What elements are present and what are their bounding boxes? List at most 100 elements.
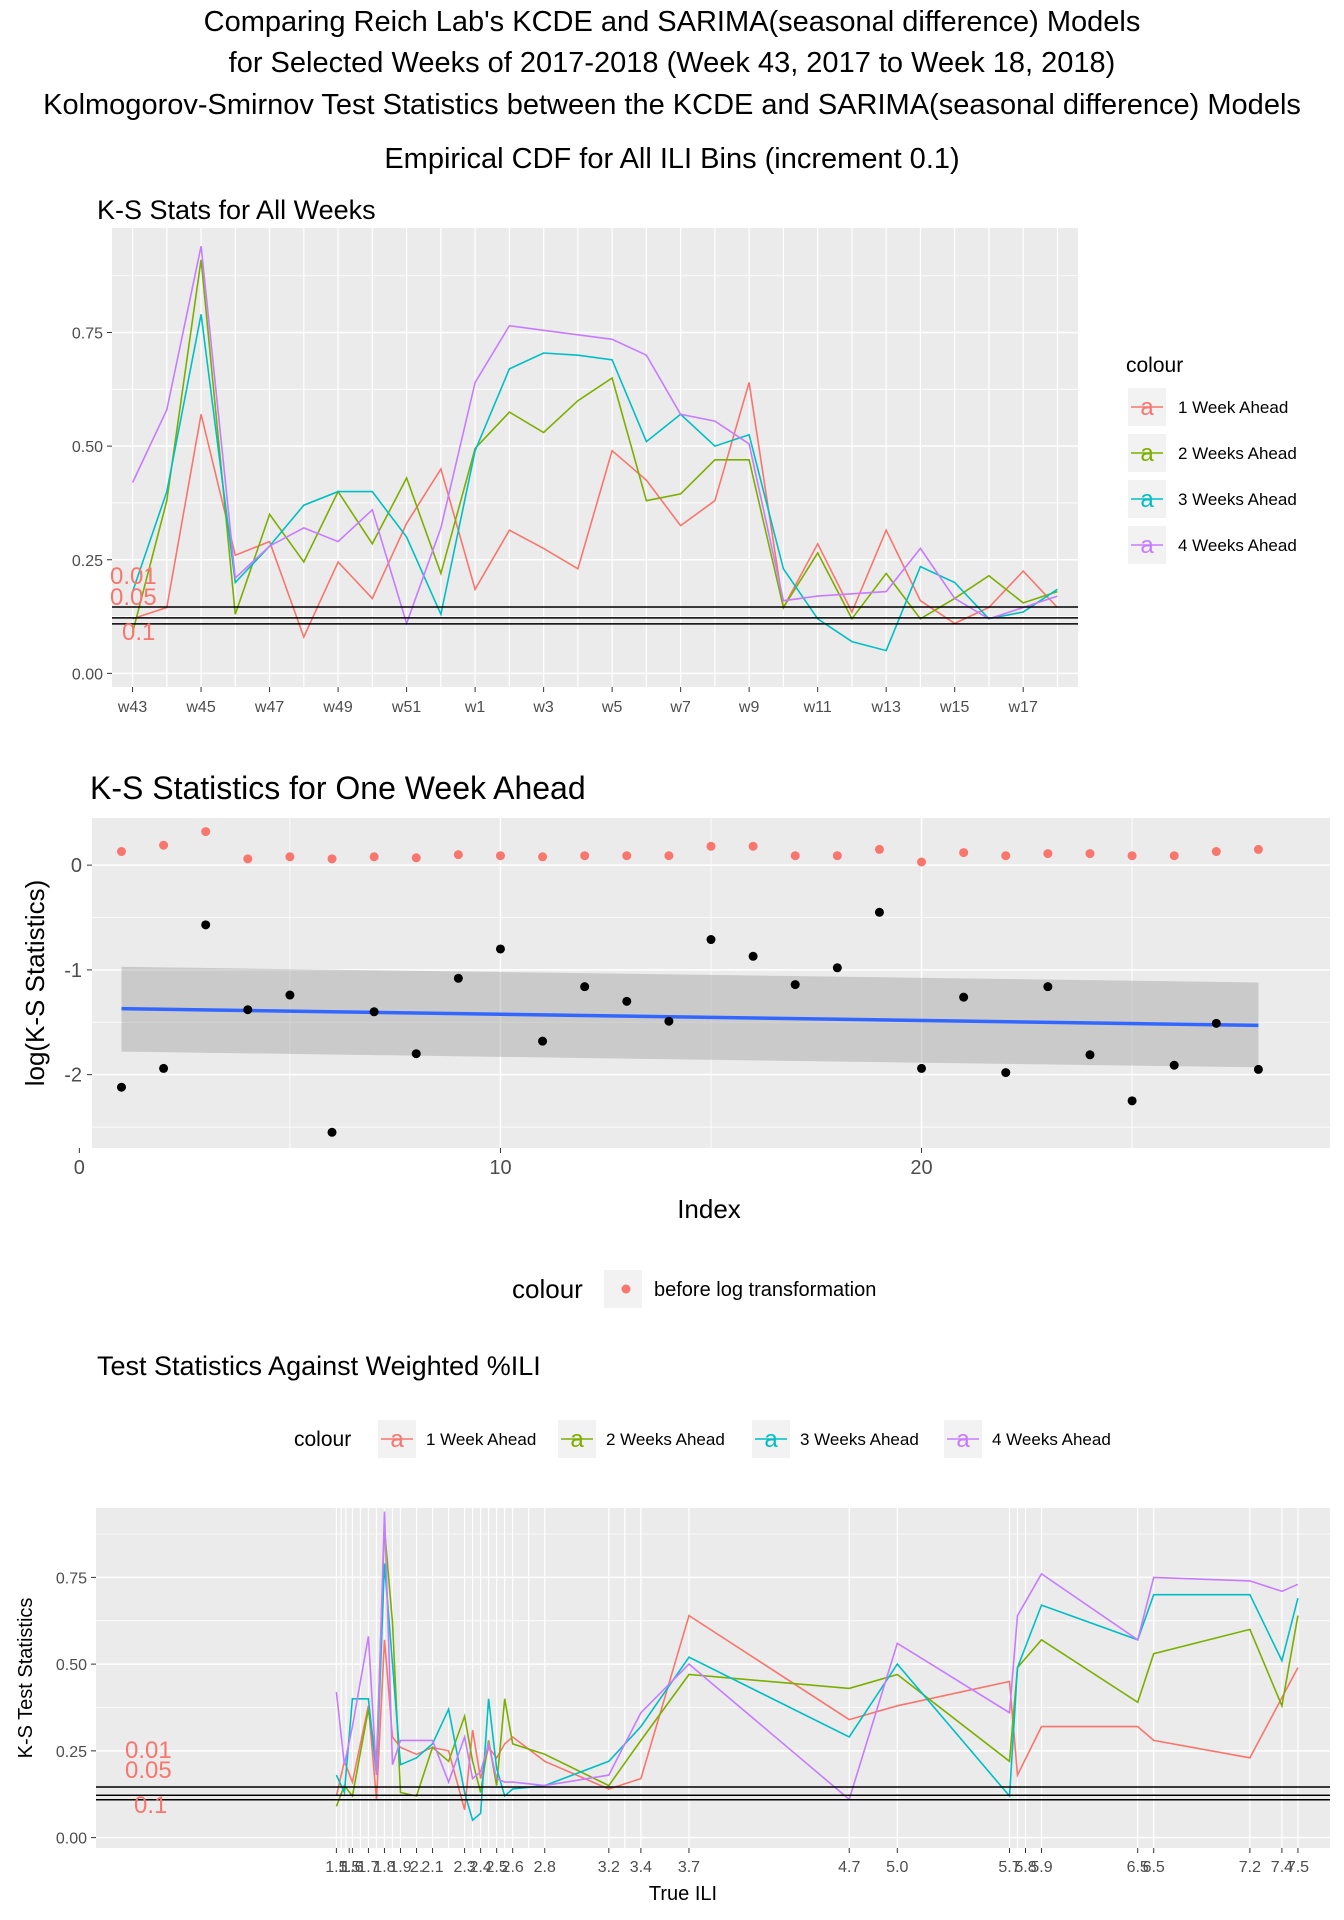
- chart2-raw-point: [790, 851, 800, 861]
- chart2-raw-point: [1211, 847, 1221, 857]
- chart3-legend-label: 1 Week Ahead: [426, 1430, 536, 1449]
- chart1-y-tick-label: 0.25: [72, 553, 103, 570]
- chart1-legend-label: 4 Weeks Ahead: [1178, 536, 1297, 555]
- chart1-x-tick-label: w17: [1008, 699, 1038, 716]
- chart2-raw-point: [411, 853, 421, 863]
- chart1-x-tick-label: w5: [601, 699, 623, 716]
- chart2-log-point: [538, 1036, 548, 1046]
- chart1-x-tick-label: w45: [185, 699, 215, 716]
- chart2-log-point: [159, 1063, 169, 1073]
- chart3-y-axis-label: K-S Test Statistics: [15, 1598, 37, 1759]
- chart2-raw-point: [453, 850, 463, 860]
- main-title-line-3: Kolmogorov-Smirnov Test Statistics betwe…: [43, 89, 1301, 121]
- chart1-y-tick-label: 0.00: [72, 666, 103, 683]
- chart2-raw-point: [1001, 851, 1011, 861]
- chart2-raw-point: [580, 851, 590, 861]
- chart2-raw-point: [285, 852, 295, 862]
- chart1-x-tick-label: w13: [870, 699, 900, 716]
- chart3-ref-label-001: 0.01: [125, 1737, 172, 1764]
- chart3-x-tick-label: 2.3: [453, 1859, 475, 1876]
- chart2-log-point: [1211, 1018, 1221, 1028]
- chart2-log-point: [369, 1007, 379, 1017]
- chart2-log-point: [495, 944, 505, 954]
- chart2-log-point: [1043, 982, 1053, 992]
- chart3-legend-3-key-glyph: a: [764, 1426, 778, 1453]
- chart2-raw-point: [159, 840, 169, 850]
- chart2-y-tick-label: -1: [64, 960, 82, 982]
- chart2-raw-point: [243, 854, 253, 864]
- chart2-log-point: [1001, 1068, 1011, 1078]
- chart2-log-point: [327, 1127, 337, 1137]
- chart2-raw-point: [917, 857, 927, 867]
- chart3-ref-label-005: 0.05: [125, 1757, 172, 1784]
- chart1-x-tick-label: w7: [669, 699, 691, 716]
- chart2-legend-title: colour: [512, 1274, 583, 1304]
- chart2-log-point: [1085, 1050, 1095, 1060]
- chart3-legend-title: colour: [294, 1428, 351, 1451]
- chart3-x-tick-label: 2.4: [469, 1859, 491, 1876]
- chart1-legend-title: colour: [1126, 354, 1183, 377]
- chart2-x-tick-label: 20: [910, 1157, 932, 1179]
- chart2-raw-point: [706, 841, 716, 851]
- main-title-line-1: Comparing Reich Lab's KCDE and SARIMA(se…: [203, 6, 1141, 38]
- main-title-line-2: for Selected Weeks of 2017-2018 (Week 43…: [228, 47, 1116, 79]
- chart3-x-tick-label: 2.: [410, 1859, 423, 1876]
- chart3-x-tick-label: 2.5: [486, 1859, 508, 1876]
- chart3-x-tick-label: 5.8: [1014, 1859, 1036, 1876]
- chart2-log-point: [917, 1063, 927, 1073]
- chart1-y-tick-label: 0.75: [72, 326, 103, 343]
- chart2-y-axis-label: log(K-S Statistics): [20, 880, 50, 1087]
- chart1-x-tick-label: w15: [939, 699, 969, 716]
- chart3-title: Test Statistics Against Weighted %ILI: [97, 1351, 541, 1381]
- chart1-series-4-line: [131, 246, 1058, 626]
- chart2-raw-point: [495, 851, 505, 861]
- chart1-x-tick-label: w51: [391, 699, 421, 716]
- chart3-series-4-line: [335, 1511, 1299, 1801]
- chart3-legend-1-key-glyph: a: [390, 1426, 404, 1453]
- chart3-x-tick-label: 2.6: [502, 1859, 524, 1876]
- chart3-legend-label: 4 Weeks Ahead: [992, 1430, 1111, 1449]
- chart2-log-point: [832, 963, 842, 973]
- chart1-legend-label: 2 Weeks Ahead: [1178, 444, 1297, 463]
- chart3-x-tick-label: 5.9: [1030, 1859, 1052, 1876]
- chart1-x-tick-label: w11: [803, 699, 832, 716]
- chart1-legend-4-key-glyph: a: [1140, 532, 1154, 559]
- chart2-log-point: [706, 935, 716, 945]
- chart2-log-point: [243, 1005, 253, 1015]
- chart1-title: K-S Stats for All Weeks: [97, 195, 376, 225]
- chart2-log-point: [622, 996, 632, 1006]
- chart3-x-tick-label: 5.0: [886, 1859, 908, 1876]
- chart3-x-tick-label: 1.7: [357, 1859, 379, 1876]
- chart3-x-tick-label: 1.6: [341, 1859, 363, 1876]
- chart3-x-tick-label: 3.4: [630, 1859, 652, 1876]
- chart2-log-point: [874, 907, 884, 917]
- chart2-log-point: [790, 980, 800, 990]
- chart3-x-tick-label: 3.2: [598, 1859, 620, 1876]
- chart2-log-point: [285, 990, 295, 1000]
- chart3-legend-label: 3 Weeks Ahead: [800, 1430, 919, 1449]
- chart2-raw-point: [327, 854, 337, 864]
- chart3-legend-label: 2 Weeks Ahead: [606, 1430, 725, 1449]
- chart1-y-tick-label: 0.50: [72, 439, 103, 456]
- chart3-x-tick-label: 7.2: [1239, 1859, 1261, 1876]
- chart1-ref-label-005: 0.05: [110, 584, 157, 611]
- chart1-ref-label-01: 0.1: [122, 619, 155, 646]
- chart2-raw-point: [1043, 849, 1053, 859]
- chart2-title: K-S Statistics for One Week Ahead: [90, 770, 586, 806]
- chart2-x-tick-label: 0: [74, 1157, 85, 1179]
- chart3-y-tick-label: 0.50: [56, 1657, 87, 1674]
- chart3-y-tick-label: 0.75: [56, 1570, 87, 1587]
- chart2-raw-point: [1169, 851, 1179, 861]
- chart1-x-tick-label: w3: [532, 699, 554, 716]
- chart2-legend-key-dot: [621, 1284, 631, 1294]
- chart3-x-tick-label: 7.5: [1287, 1859, 1309, 1876]
- chart3-ref-label-01: 0.1: [134, 1792, 167, 1819]
- chart3-x-tick-label: 6.5: [1143, 1859, 1165, 1876]
- chart1-ref-label-001: 0.01: [110, 563, 157, 590]
- chart3-x-tick-label: 2.8: [534, 1859, 556, 1876]
- chart2-log-point: [580, 982, 590, 992]
- chart1-panel: [112, 228, 1078, 687]
- chart2-raw-point: [1253, 844, 1263, 854]
